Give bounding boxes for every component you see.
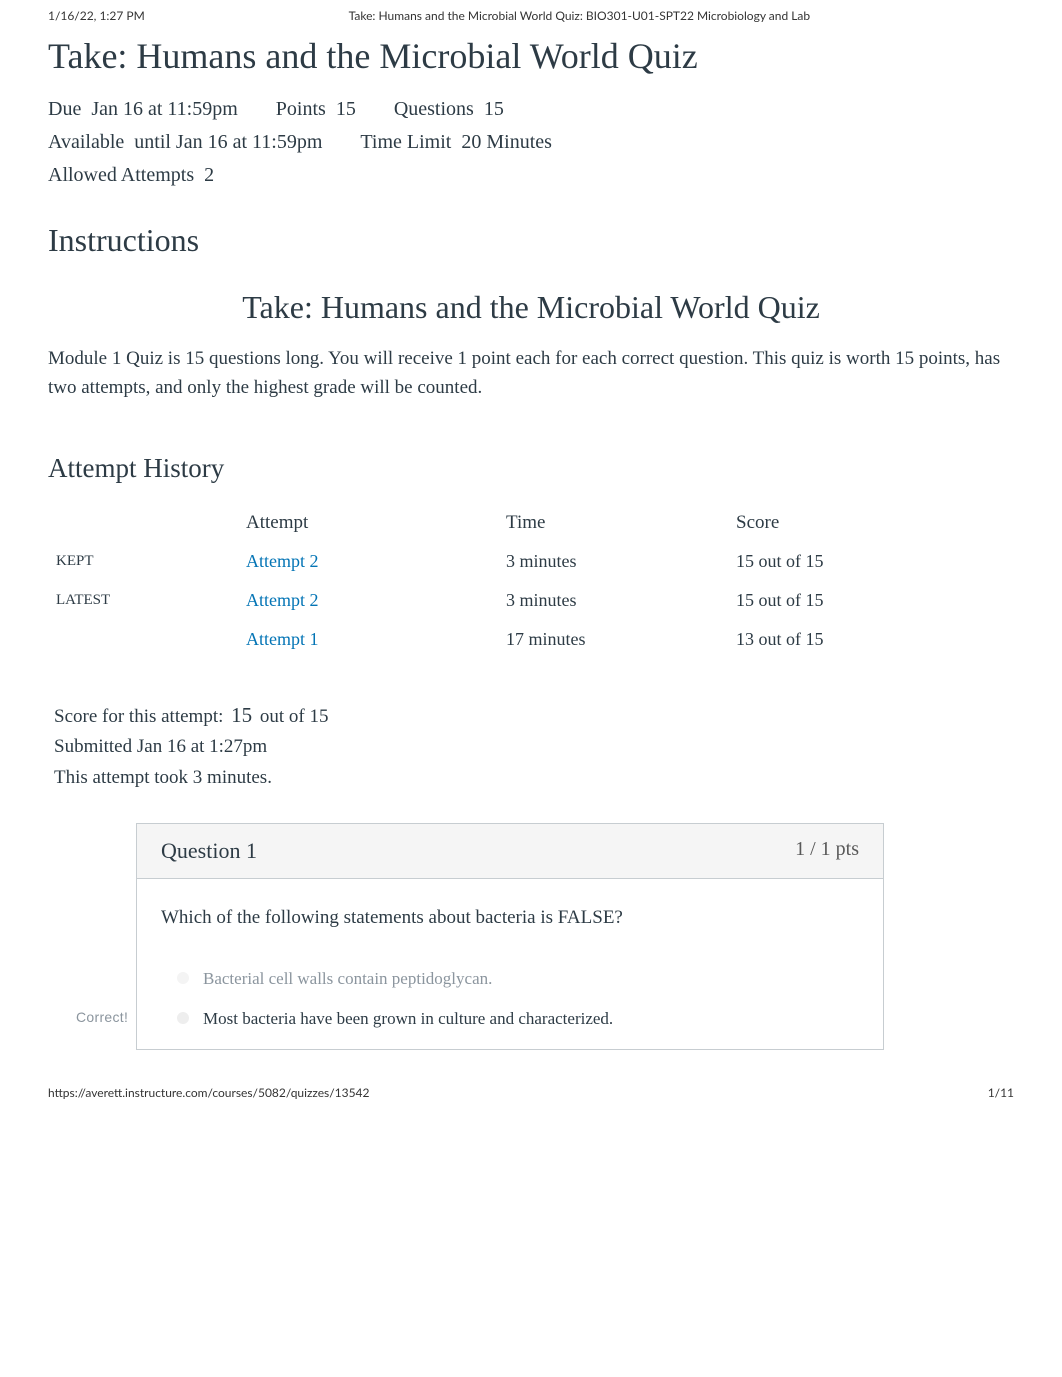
- table-row: KEPT Attempt 2 3 minutes 15 out of 15: [48, 542, 1014, 581]
- meta-available: Available until Jan 16 at 11:59pm: [48, 126, 322, 159]
- col-time: Time: [498, 506, 728, 542]
- answer-bullet-icon: [177, 1012, 189, 1024]
- meta-attempts-value: 2: [204, 159, 214, 192]
- print-header: 1/16/22, 1:27 PM Take: Humans and the Mi…: [0, 0, 1062, 27]
- attempt-status: LATEST: [48, 581, 238, 620]
- score-label-suffix: out of 15: [260, 706, 329, 727]
- attempt-score: 15 out of 15: [728, 542, 1014, 581]
- meta-points-value: 15: [336, 93, 356, 126]
- score-duration: This attempt took 3 minutes.: [54, 763, 1014, 793]
- instructions-body: Module 1 Quiz is 15 questions long. You …: [48, 344, 1014, 403]
- attempt-link[interactable]: Attempt 2: [246, 590, 319, 610]
- meta-allowed-attempts: Allowed Attempts 2: [48, 159, 214, 192]
- attempt-link-cell: Attempt 2: [238, 581, 498, 620]
- question-text: Which of the following statements about …: [161, 907, 859, 929]
- attempt-link[interactable]: Attempt 1: [246, 629, 319, 649]
- score-section: Score for this attempt: 15 out of 15 Sub…: [48, 699, 1014, 793]
- meta-available-value: until Jan 16 at 11:59pm: [134, 126, 322, 159]
- meta-row-1: Due Jan 16 at 11:59pm Points 15 Question…: [48, 93, 1014, 126]
- print-datetime: 1/16/22, 1:27 PM: [48, 8, 145, 23]
- attempt-time: 3 minutes: [498, 542, 728, 581]
- attempt-time: 17 minutes: [498, 620, 728, 659]
- meta-attempts-label: Allowed Attempts: [48, 159, 194, 192]
- score-label-prefix: Score for this attempt:: [54, 706, 223, 727]
- footer-url: https://averett.instructure.com/courses/…: [48, 1085, 369, 1100]
- answer-text: Most bacteria have been grown in culture…: [203, 1009, 613, 1028]
- table-header-row: Attempt Time Score: [48, 506, 1014, 542]
- quiz-title: Take: Humans and the Microbial World Qui…: [48, 35, 1014, 77]
- meta-row-2: Available until Jan 16 at 11:59pm Time L…: [48, 126, 1014, 159]
- meta-time-limit-value: 20 Minutes: [461, 126, 552, 159]
- score-value: 15: [231, 703, 252, 727]
- question-header: Question 1 1 / 1 pts: [137, 824, 883, 879]
- answer-option: Bacterial cell walls contain peptidoglyc…: [161, 959, 859, 999]
- meta-due: Due Jan 16 at 11:59pm: [48, 93, 238, 126]
- table-row: LATEST Attempt 2 3 minutes 15 out of 15: [48, 581, 1014, 620]
- print-doc-title: Take: Humans and the Microbial World Qui…: [145, 8, 1014, 23]
- attempt-score: 13 out of 15: [728, 620, 1014, 659]
- table-row: Attempt 1 17 minutes 13 out of 15: [48, 620, 1014, 659]
- question-body: Which of the following statements about …: [137, 879, 883, 1049]
- meta-due-value: Jan 16 at 11:59pm: [91, 93, 237, 126]
- meta-time-limit-label: Time Limit: [360, 126, 451, 159]
- col-score: Score: [728, 506, 1014, 542]
- attempt-status: [48, 620, 238, 659]
- instructions-heading: Instructions: [48, 222, 1014, 259]
- attempt-history-heading: Attempt History: [48, 453, 1014, 484]
- meta-points: Points 15: [276, 93, 356, 126]
- col-status: [48, 506, 238, 542]
- meta-available-label: Available: [48, 126, 124, 159]
- attempt-score: 15 out of 15: [728, 581, 1014, 620]
- attempt-time: 3 minutes: [498, 581, 728, 620]
- meta-time-limit: Time Limit 20 Minutes: [360, 126, 552, 159]
- score-submitted: Submitted Jan 16 at 1:27pm: [54, 732, 1014, 762]
- score-line: Score for this attempt: 15 out of 15: [54, 699, 1014, 733]
- answer-option: Correct! Most bacteria have been grown i…: [161, 999, 859, 1039]
- meta-questions-value: 15: [484, 93, 504, 126]
- meta-questions-label: Questions: [394, 93, 474, 126]
- page-content: Take: Humans and the Microbial World Qui…: [0, 27, 1062, 1110]
- print-footer: https://averett.instructure.com/courses/…: [0, 1079, 1062, 1110]
- attempt-history-table: Attempt Time Score KEPT Attempt 2 3 minu…: [48, 506, 1014, 659]
- answer-bullet-icon: [177, 972, 189, 984]
- correct-badge: Correct!: [76, 1009, 128, 1025]
- footer-page: 1/11: [988, 1085, 1014, 1100]
- question-block: Question 1 1 / 1 pts Which of the follow…: [136, 823, 884, 1050]
- meta-questions: Questions 15: [394, 93, 504, 126]
- attempt-link[interactable]: Attempt 2: [246, 551, 319, 571]
- question-label: Question 1: [161, 838, 257, 864]
- meta-due-label: Due: [48, 93, 81, 126]
- attempt-status: KEPT: [48, 542, 238, 581]
- attempt-link-cell: Attempt 1: [238, 620, 498, 659]
- question-points: 1 / 1 pts: [795, 838, 859, 864]
- meta-points-label: Points: [276, 93, 326, 126]
- col-attempt: Attempt: [238, 506, 498, 542]
- meta-row-3: Allowed Attempts 2: [48, 159, 1014, 192]
- attempt-link-cell: Attempt 2: [238, 542, 498, 581]
- answer-text: Bacterial cell walls contain peptidoglyc…: [203, 969, 492, 988]
- instructions-subheading: Take: Humans and the Microbial World Qui…: [48, 289, 1014, 326]
- quiz-meta: Due Jan 16 at 11:59pm Points 15 Question…: [48, 83, 1014, 202]
